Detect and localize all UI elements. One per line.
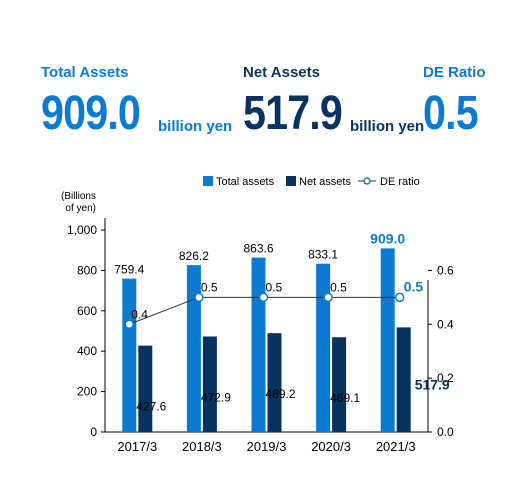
- x-tick-label: 2019/3: [247, 439, 287, 454]
- bar-total-assets: [251, 257, 266, 432]
- de-ratio-marker: [323, 292, 333, 303]
- data-label-de-ratio: 0.5: [201, 280, 218, 294]
- bar-total-assets: [122, 278, 137, 432]
- y-tick-label-right: 0.4: [437, 317, 454, 331]
- x-tick-label: 2018/3: [182, 439, 222, 454]
- kpi-de-ratio-value: 0.5: [423, 87, 479, 140]
- bar-total-assets: [316, 263, 331, 432]
- legend-label: Net assets: [299, 176, 351, 188]
- data-label-total-assets: 826.2: [179, 249, 209, 263]
- bar-total-assets: [186, 265, 201, 432]
- y-tick-label-right: 0.6: [437, 263, 454, 277]
- kpi-net-assets-value: 517.9: [243, 87, 343, 140]
- de-ratio-marker: [194, 292, 204, 303]
- kpi-net-assets-unit: billion yen: [350, 118, 425, 135]
- y-tick-label-left: 800: [77, 263, 97, 277]
- bar-net-assets: [396, 327, 411, 432]
- kpi-total-assets-label: Total Assets: [41, 64, 129, 81]
- data-label-de-ratio: 0.5: [404, 278, 424, 294]
- y-tick-label-left: 0: [90, 425, 97, 439]
- y-axis-title: (Billions: [61, 191, 96, 202]
- y-axis-title: of yen): [65, 203, 96, 214]
- data-label-de-ratio: 0.4: [131, 307, 148, 321]
- bar-net-assets: [332, 337, 347, 432]
- data-label-net-assets: 427.6: [136, 400, 166, 414]
- de-ratio-marker: [394, 292, 405, 303]
- y-tick-label-left: 200: [77, 385, 97, 399]
- data-label-total-assets: 909.0: [370, 230, 405, 246]
- data-label-de-ratio: 0.5: [330, 280, 347, 294]
- legend-swatch-de-ratio-marker: [363, 177, 371, 185]
- bar-net-assets: [202, 336, 217, 432]
- bar-net-assets: [138, 345, 153, 432]
- de-ratio-marker: [124, 319, 135, 330]
- data-label-net-assets: 517.9: [415, 376, 450, 392]
- y-tick-label-left: 600: [77, 304, 97, 318]
- legend-label: DE ratio: [380, 176, 420, 188]
- legend-label: Total assets: [216, 176, 275, 188]
- kpi-net-assets-label: Net Assets: [243, 64, 320, 81]
- legend-swatch-total-assets: [203, 176, 213, 186]
- bar-net-assets: [267, 333, 282, 432]
- x-tick-label: 2017/3: [117, 439, 157, 454]
- y-tick-label-left: 1,000: [67, 223, 97, 237]
- y-tick-label-right: 0.2: [437, 371, 454, 385]
- data-label-total-assets: 833.1: [308, 248, 338, 262]
- data-label-total-assets: 759.4: [114, 263, 144, 277]
- kpi-total-assets-value: 909.0: [41, 87, 141, 140]
- bar-total-assets: [380, 248, 395, 432]
- data-label-total-assets: 863.6: [243, 242, 273, 256]
- x-tick-label: 2020/3: [311, 439, 351, 454]
- data-label-net-assets: 472.9: [201, 390, 231, 404]
- data-label-net-assets: 489.2: [266, 387, 296, 401]
- kpi-de-ratio-label: DE Ratio: [423, 64, 486, 81]
- data-label-net-assets: 469.1: [330, 391, 360, 405]
- y-tick-label-right: 0.0: [437, 425, 454, 439]
- de-ratio-marker: [258, 292, 269, 303]
- x-tick-label: 2021/3: [376, 439, 416, 454]
- kpi-total-assets-unit: billion yen: [158, 118, 233, 135]
- y-tick-label-left: 400: [77, 344, 97, 358]
- legend-swatch-net-assets: [286, 176, 296, 186]
- data-label-de-ratio: 0.5: [266, 280, 283, 294]
